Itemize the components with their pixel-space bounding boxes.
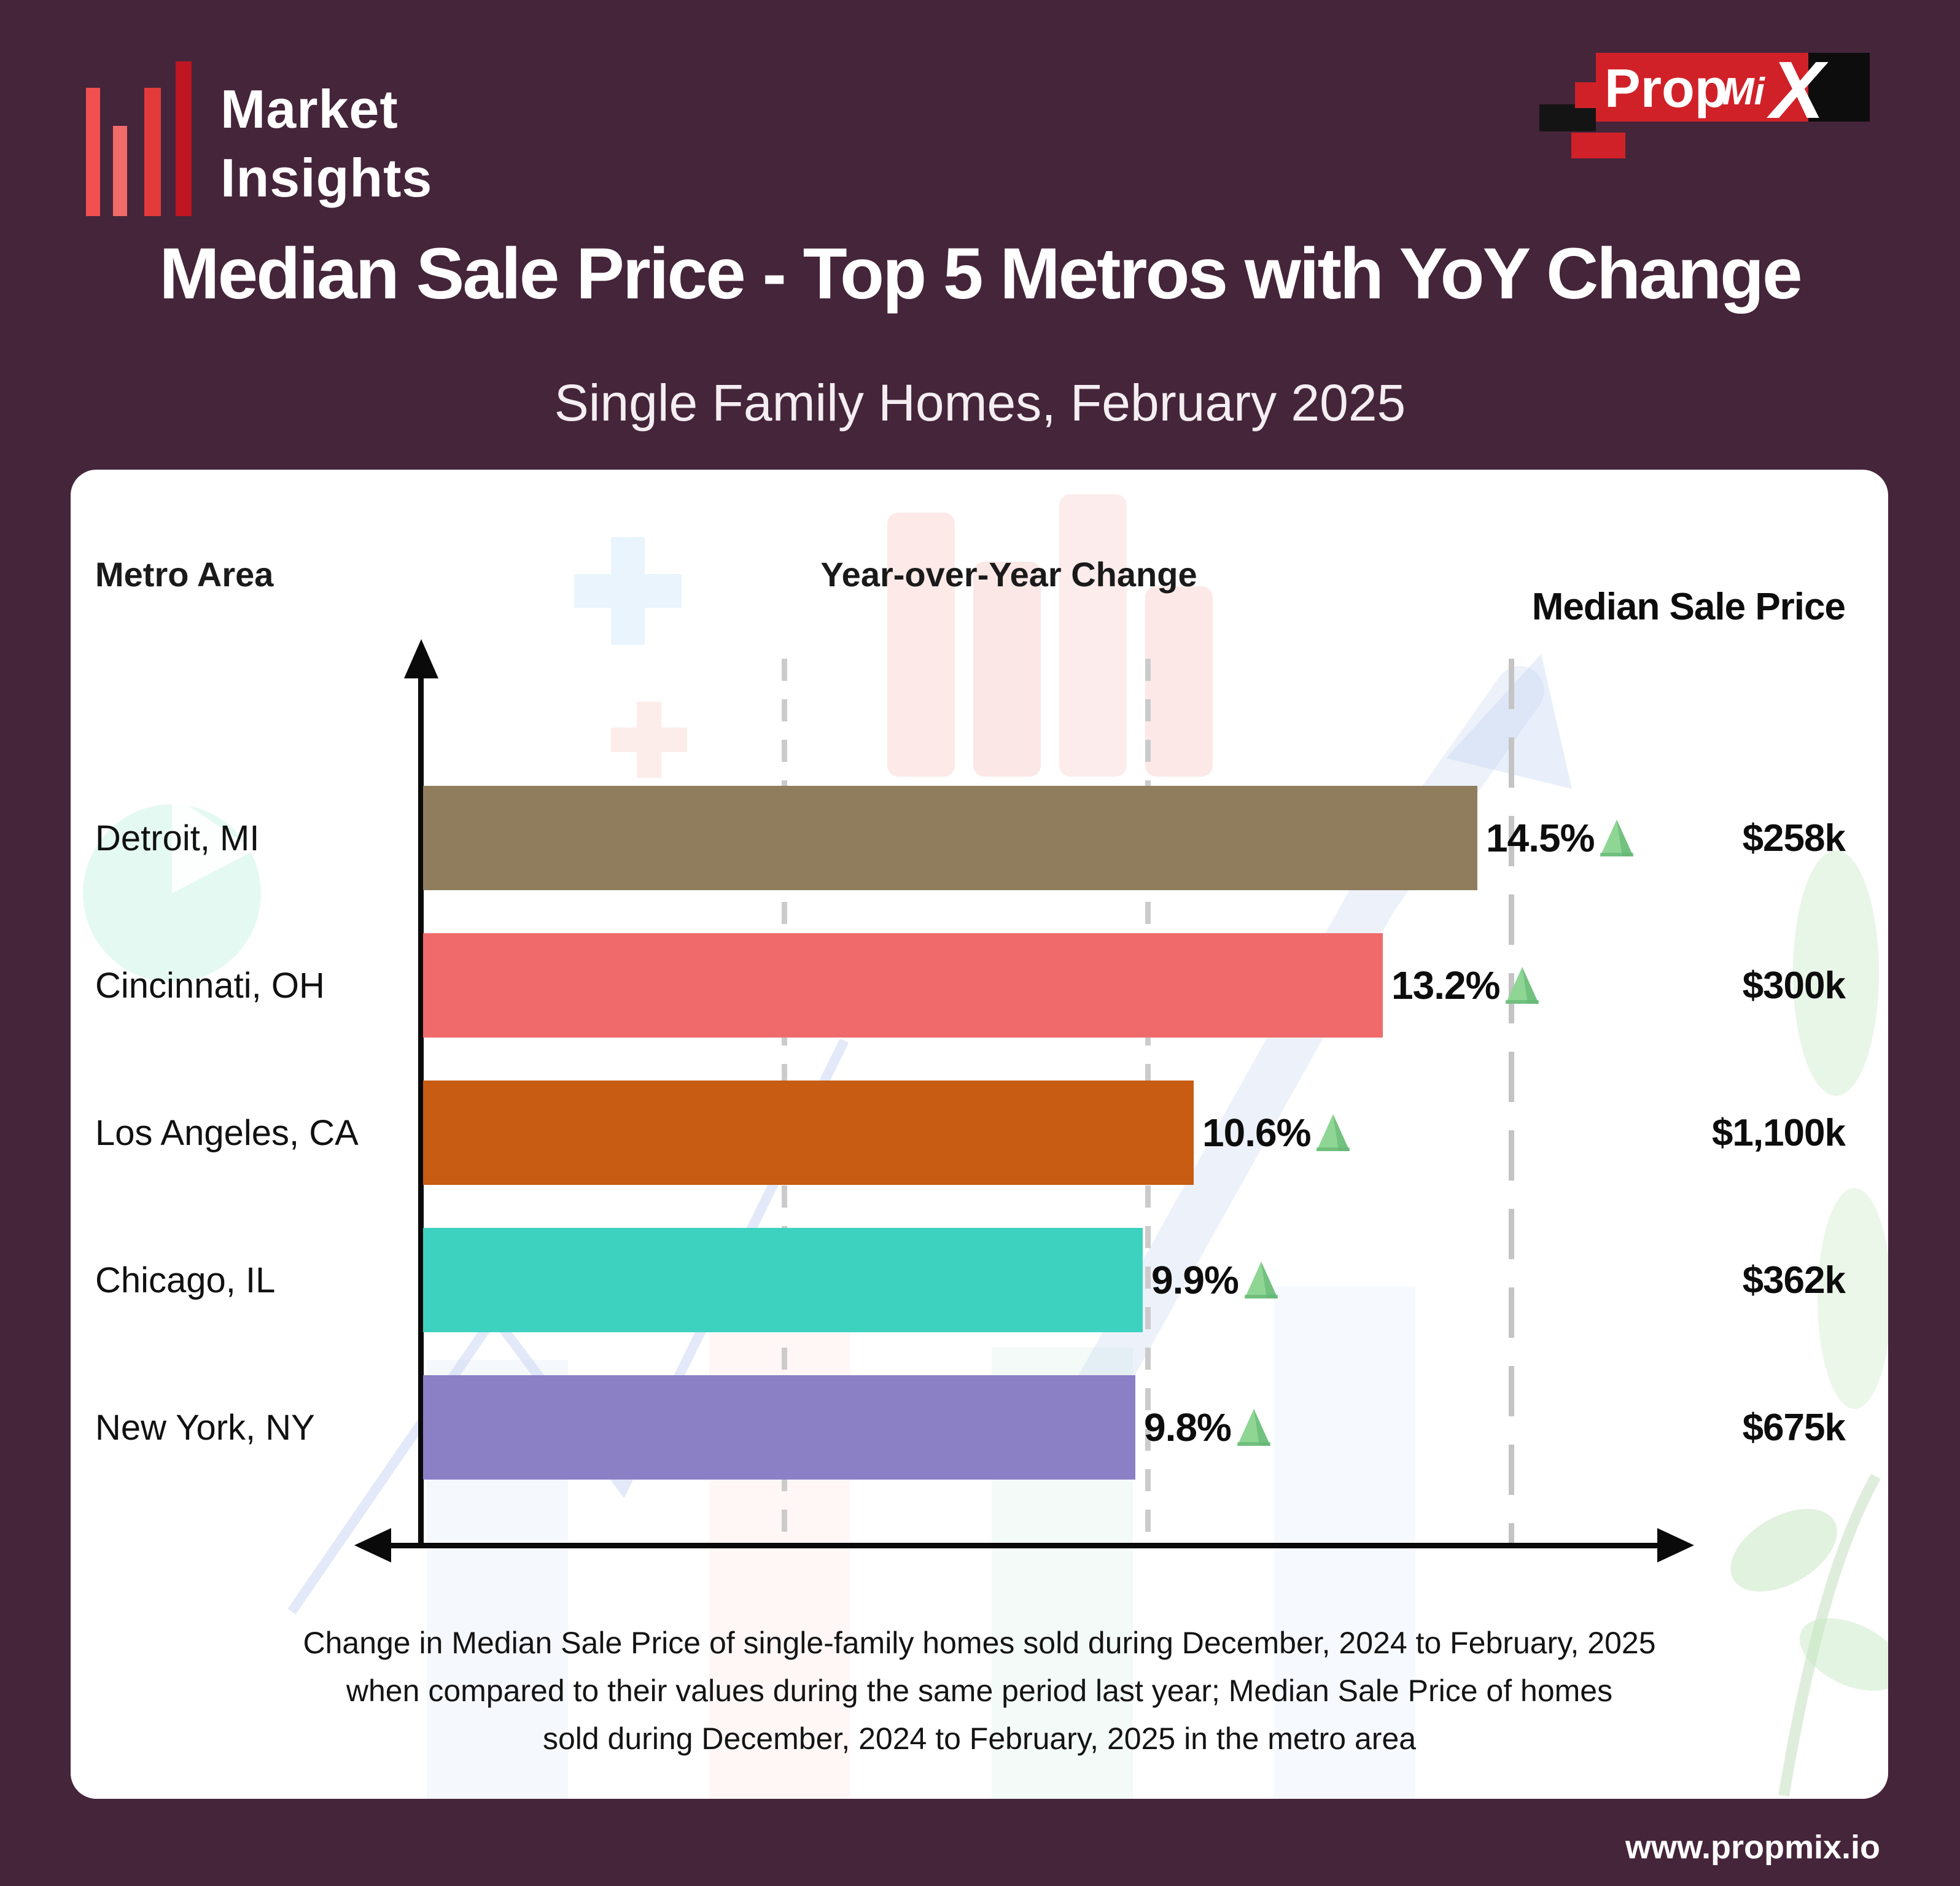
median-price-label: $1,100k: [1711, 1111, 1846, 1154]
yoy-bar: [423, 1081, 1194, 1185]
page-title: Median Sale Price - Top 5 Metros with Yo…: [159, 233, 1802, 314]
metro-label: Los Angeles, CA: [95, 1112, 359, 1153]
yoy-bar: [423, 1228, 1143, 1332]
brand-line2: Insights: [220, 147, 433, 208]
yoy-value-group: 9.9%: [1151, 1228, 1279, 1332]
yoy-value-label: 13.2%: [1391, 963, 1500, 1007]
propmix-logo: Prop Mi X: [1538, 43, 1870, 163]
yoy-value-label: 14.5%: [1486, 816, 1595, 860]
y-axis-arrowhead-icon: [404, 639, 438, 678]
yoy-value-label: 9.9%: [1151, 1258, 1239, 1302]
propmix-logo-graphic: Prop Mi X: [1539, 45, 1870, 158]
trend-up-triangle-icon: [1600, 820, 1634, 856]
column-header-median-sale-price: Median Sale Price: [1531, 585, 1846, 628]
yoy-value-label: 10.6%: [1202, 1111, 1311, 1155]
x-axis-line: [384, 1543, 1659, 1548]
trend-up-triangle-icon: [1506, 967, 1539, 1004]
svg-text:Prop: Prop: [1604, 58, 1727, 118]
gridline-15-percent: [1509, 659, 1514, 1543]
metro-label: Cincinnati, OH: [95, 965, 325, 1006]
brand-name: Market Insights: [220, 75, 432, 216]
x-axis-right-arrowhead-icon: [1657, 1528, 1694, 1562]
yoy-bar: [423, 933, 1383, 1038]
footnote-line1: Change in Median Sale Price of single-fa…: [303, 1626, 1656, 1660]
yoy-bar: [423, 1375, 1135, 1480]
yoy-value-group: 9.8%: [1144, 1375, 1272, 1480]
trend-up-triangle-icon: [1244, 1262, 1278, 1298]
median-price-label: $362k: [1742, 1259, 1846, 1302]
metro-label: New York, NY: [95, 1407, 315, 1448]
yoy-value-group: 14.5%: [1486, 786, 1635, 890]
yoy-value-group: 10.6%: [1202, 1081, 1351, 1185]
column-header-metro-area: Metro Area: [95, 555, 274, 594]
trend-up-triangle-icon: [1316, 1114, 1350, 1151]
metro-label: Detroit, MI: [95, 818, 260, 858]
yoy-value-label: 9.8%: [1144, 1405, 1232, 1449]
trend-up-triangle-icon: [1237, 1409, 1270, 1446]
bar-chart: Detroit, MI 14.5% $258k Cincinnati, OH 13.2%…: [71, 470, 1888, 1799]
svg-text:Mi: Mi: [1722, 71, 1766, 113]
market-insights-logo: Market Insights: [86, 61, 432, 216]
x-axis-left-arrowhead-icon: [354, 1528, 391, 1562]
bar-chart-icon: [86, 61, 192, 216]
yoy-value-group: 13.2%: [1391, 933, 1540, 1038]
median-price-label: $258k: [1742, 817, 1846, 860]
footnote-line2: when compared to their values during the…: [346, 1674, 1613, 1708]
metro-label: Chicago, IL: [95, 1260, 276, 1300]
chart-footnote: Change in Median Sale Price of single-fa…: [71, 1619, 1888, 1763]
median-price-label: $675k: [1742, 1406, 1846, 1449]
yoy-bar: [423, 786, 1477, 890]
website-url: www.propmix.io: [1625, 1829, 1880, 1866]
y-axis-line: [418, 672, 424, 1545]
footnote-line3: sold during December, 2024 to February, …: [542, 1721, 1417, 1756]
median-price-label: $300k: [1742, 964, 1846, 1007]
page-subtitle: Single Family Homes, February 2025: [554, 374, 1406, 432]
svg-text:X: X: [1766, 45, 1829, 135]
chart-card: Metro Area Year-over-Year Change Median …: [71, 470, 1888, 1799]
column-header-yoy-change: Year-over-Year Change: [820, 555, 1197, 594]
brand-line1: Market: [220, 79, 399, 139]
